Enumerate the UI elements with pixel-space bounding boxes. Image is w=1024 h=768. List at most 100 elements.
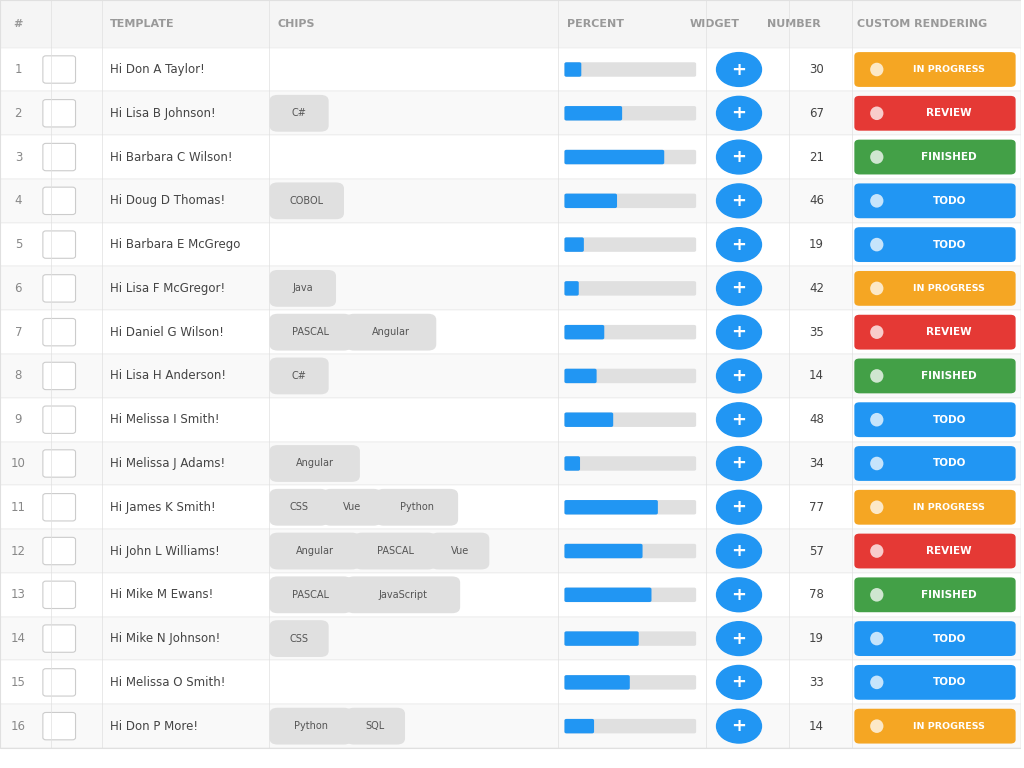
- Ellipse shape: [870, 107, 884, 120]
- FancyBboxPatch shape: [43, 538, 76, 564]
- Circle shape: [717, 403, 762, 437]
- FancyBboxPatch shape: [854, 52, 1016, 87]
- Text: Hi John L Williams!: Hi John L Williams!: [111, 545, 220, 558]
- Circle shape: [717, 578, 762, 612]
- Circle shape: [717, 710, 762, 743]
- FancyBboxPatch shape: [269, 95, 329, 131]
- FancyBboxPatch shape: [564, 631, 639, 646]
- Ellipse shape: [870, 194, 884, 207]
- Text: 14: 14: [809, 369, 824, 382]
- FancyBboxPatch shape: [854, 402, 1016, 437]
- Bar: [0, 354, 1021, 398]
- Text: Vue: Vue: [451, 546, 469, 556]
- Text: CSS: CSS: [290, 502, 308, 512]
- FancyBboxPatch shape: [854, 534, 1016, 568]
- Circle shape: [717, 53, 762, 87]
- FancyBboxPatch shape: [353, 533, 436, 569]
- Text: 12: 12: [11, 545, 26, 558]
- Text: COBOL: COBOL: [290, 196, 324, 206]
- Ellipse shape: [870, 326, 884, 339]
- Text: Hi Mike N Johnson!: Hi Mike N Johnson!: [111, 632, 220, 645]
- Text: +: +: [731, 367, 746, 385]
- FancyBboxPatch shape: [43, 713, 76, 740]
- Text: TODO: TODO: [933, 677, 966, 687]
- FancyBboxPatch shape: [854, 490, 1016, 525]
- Text: 13: 13: [11, 588, 26, 601]
- FancyBboxPatch shape: [564, 106, 696, 121]
- FancyBboxPatch shape: [564, 194, 696, 208]
- Text: TODO: TODO: [933, 458, 966, 468]
- FancyBboxPatch shape: [854, 578, 1016, 612]
- FancyBboxPatch shape: [854, 621, 1016, 656]
- FancyBboxPatch shape: [564, 325, 696, 339]
- Text: JavaScript: JavaScript: [379, 590, 427, 600]
- Text: Angular: Angular: [296, 458, 334, 468]
- Text: FINISHED: FINISHED: [922, 590, 977, 600]
- Bar: [0, 529, 1021, 573]
- Text: 21: 21: [809, 151, 824, 164]
- FancyBboxPatch shape: [854, 227, 1016, 262]
- FancyBboxPatch shape: [269, 270, 336, 306]
- Circle shape: [717, 622, 762, 656]
- FancyBboxPatch shape: [43, 625, 76, 652]
- FancyBboxPatch shape: [564, 456, 696, 471]
- Text: 33: 33: [809, 676, 824, 689]
- Text: 19: 19: [809, 632, 824, 645]
- Ellipse shape: [870, 63, 884, 76]
- FancyBboxPatch shape: [854, 140, 1016, 174]
- Circle shape: [717, 665, 762, 700]
- Text: Hi Don A Taylor!: Hi Don A Taylor!: [111, 63, 205, 76]
- Circle shape: [717, 184, 762, 218]
- FancyBboxPatch shape: [854, 271, 1016, 306]
- Text: CHIPS: CHIPS: [278, 18, 315, 29]
- FancyBboxPatch shape: [564, 500, 657, 515]
- FancyBboxPatch shape: [269, 358, 329, 394]
- Text: 4: 4: [14, 194, 23, 207]
- FancyBboxPatch shape: [43, 494, 76, 521]
- Text: TODO: TODO: [933, 634, 966, 644]
- Text: Angular: Angular: [296, 546, 334, 556]
- Circle shape: [717, 272, 762, 306]
- Text: Hi Daniel G Wilson!: Hi Daniel G Wilson!: [111, 326, 224, 339]
- Text: TODO: TODO: [933, 240, 966, 250]
- FancyBboxPatch shape: [43, 275, 76, 302]
- FancyBboxPatch shape: [43, 144, 76, 170]
- Text: Hi Don P More!: Hi Don P More!: [111, 720, 199, 733]
- Circle shape: [717, 359, 762, 393]
- Bar: [0, 48, 1021, 91]
- Text: IN PROGRESS: IN PROGRESS: [913, 284, 985, 293]
- Circle shape: [717, 227, 762, 261]
- FancyBboxPatch shape: [854, 359, 1016, 393]
- FancyBboxPatch shape: [564, 456, 580, 471]
- Text: PASCAL: PASCAL: [377, 546, 414, 556]
- Text: 11: 11: [11, 501, 26, 514]
- Ellipse shape: [870, 588, 884, 601]
- Text: Hi Barbara E McGrego: Hi Barbara E McGrego: [111, 238, 241, 251]
- Text: TODO: TODO: [933, 415, 966, 425]
- Text: C#: C#: [292, 371, 306, 381]
- FancyBboxPatch shape: [854, 709, 1016, 743]
- FancyBboxPatch shape: [43, 100, 76, 127]
- Text: +: +: [731, 280, 746, 297]
- Circle shape: [717, 316, 762, 349]
- FancyBboxPatch shape: [564, 631, 696, 646]
- FancyBboxPatch shape: [564, 62, 582, 77]
- FancyBboxPatch shape: [269, 621, 329, 657]
- Text: 7: 7: [14, 326, 23, 339]
- Ellipse shape: [870, 720, 884, 733]
- Text: 10: 10: [11, 457, 26, 470]
- Text: Hi James K Smith!: Hi James K Smith!: [111, 501, 216, 514]
- Ellipse shape: [870, 501, 884, 514]
- Text: Hi Melissa I Smith!: Hi Melissa I Smith!: [111, 413, 220, 426]
- Text: Hi Melissa J Adams!: Hi Melissa J Adams!: [111, 457, 225, 470]
- Text: 34: 34: [809, 457, 824, 470]
- FancyBboxPatch shape: [43, 187, 76, 214]
- Text: Hi Mike M Ewans!: Hi Mike M Ewans!: [111, 588, 213, 601]
- Text: CSS: CSS: [290, 634, 308, 644]
- FancyBboxPatch shape: [854, 315, 1016, 349]
- FancyBboxPatch shape: [564, 412, 696, 427]
- Text: Python: Python: [399, 502, 434, 512]
- Text: 19: 19: [809, 238, 824, 251]
- Text: 5: 5: [14, 238, 23, 251]
- Text: IN PROGRESS: IN PROGRESS: [913, 722, 985, 730]
